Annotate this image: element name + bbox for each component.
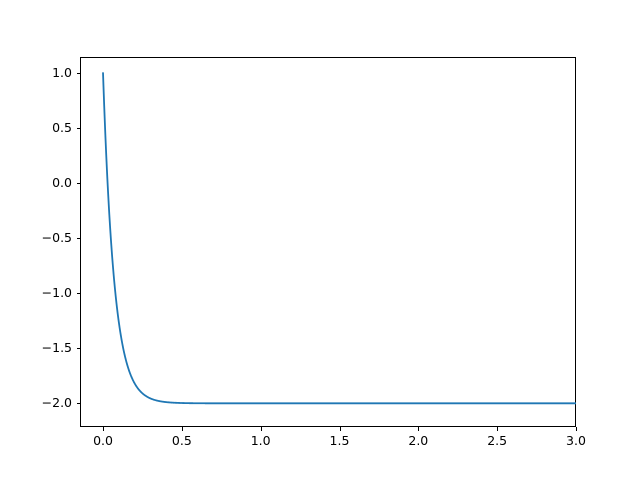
- x-tick-label: 2.5: [487, 433, 508, 448]
- y-tick-mark: [76, 403, 80, 405]
- x-tick-label: 2.0: [408, 433, 429, 448]
- axes-frame: [80, 57, 576, 427]
- x-tick-mark: [260, 427, 262, 431]
- y-tick-mark: [76, 72, 80, 74]
- x-tick-label: 1.0: [250, 433, 271, 448]
- y-tick-label: −1.0: [41, 284, 72, 300]
- x-tick-label: 0.5: [171, 433, 192, 448]
- x-tick-mark: [181, 427, 183, 431]
- x-tick-label: 0.0: [93, 433, 113, 448]
- x-tick-mark: [576, 427, 577, 431]
- y-tick-label: −2.0: [41, 395, 72, 411]
- y-tick-mark: [76, 238, 80, 240]
- x-tick-mark: [339, 427, 341, 431]
- x-tick-mark: [497, 427, 499, 431]
- y-tick-label: 1.0: [52, 64, 72, 80]
- y-tick-mark: [76, 128, 80, 130]
- x-tick-label: 3.0: [566, 433, 586, 448]
- plot-area: [102, 72, 576, 405]
- y-tick-label: −1.5: [41, 340, 72, 355]
- y-tick-label: 0.5: [52, 119, 72, 135]
- y-tick-label: −0.5: [41, 229, 72, 245]
- y-tick-label: 0.0: [52, 174, 72, 190]
- y-tick-mark: [76, 183, 80, 185]
- x-tick-mark: [418, 427, 420, 431]
- x-tick-mark: [103, 427, 105, 431]
- line-series-exponential-decay: [102, 72, 576, 405]
- y-tick-mark: [76, 293, 80, 295]
- y-tick-mark: [76, 348, 80, 350]
- x-tick-label: 1.5: [329, 433, 350, 448]
